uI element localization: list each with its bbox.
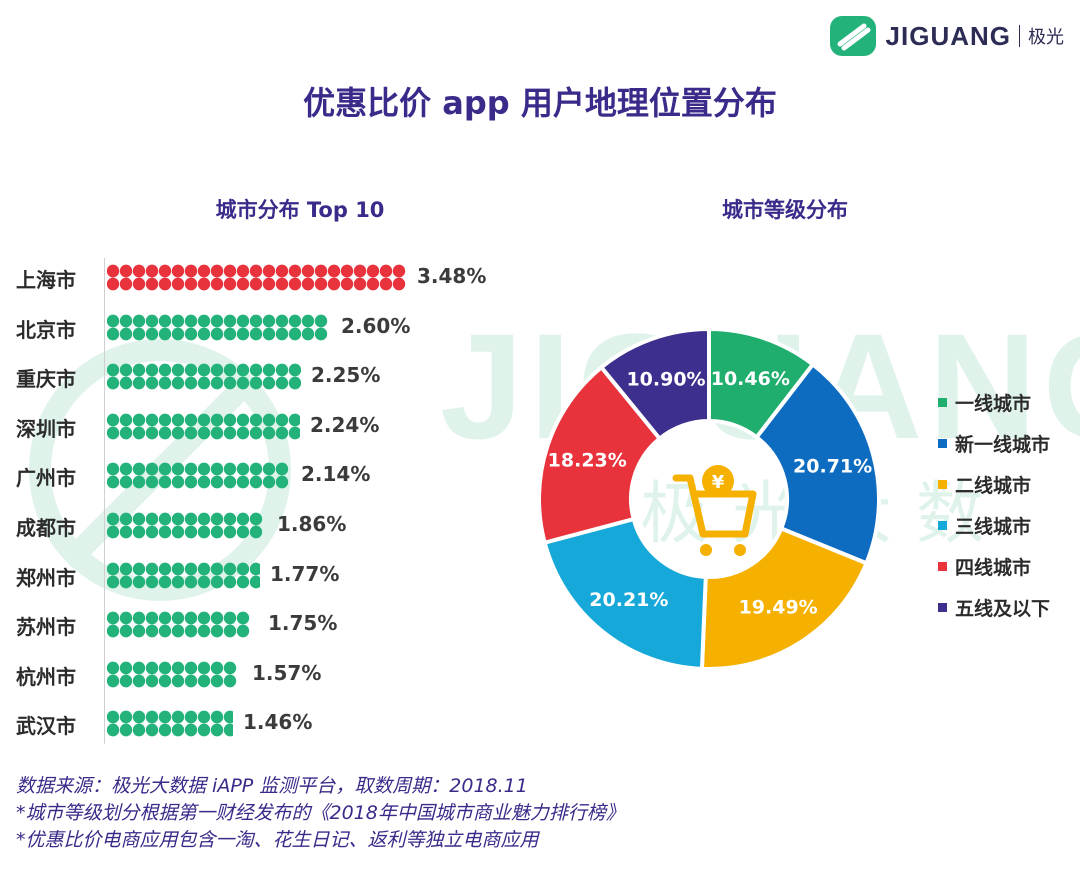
donut-slice: [699, 525, 869, 671]
bar-value-label: 1.86%: [277, 512, 347, 536]
scope-note: *优惠比价电商应用包含一淘、花生日记、返利等独立电商应用: [16, 829, 539, 851]
legend-swatch: [938, 521, 947, 530]
bar: [107, 413, 300, 440]
legend-item: 三线城市: [938, 505, 1050, 546]
donut-slice: [542, 516, 708, 671]
bar: [107, 562, 260, 588]
tier-note: *城市等级划分根据第一财经发布的《2018年中国城市商业魅力排行榜》: [16, 802, 625, 824]
bar-category-label: 北京市: [16, 317, 76, 342]
donut-slice: [537, 364, 663, 546]
bar: [107, 512, 263, 539]
legend-swatch: [938, 562, 947, 571]
footnotes: 数据来源：极光大数据 iAPP 监测平台，取数周期：2018.11 *城市等级划…: [16, 773, 625, 854]
bar-value-label: 2.60%: [341, 313, 411, 338]
bar-category-label: 苏州市: [16, 615, 76, 640]
bar-value-label: 1.75%: [268, 611, 338, 636]
bar-chart-title: 城市分布 Top 10: [215, 198, 385, 222]
jiguang-logo-icon: [829, 16, 876, 56]
donut-slice-label: 10.90%: [626, 368, 705, 390]
donut-slice-label: 20.21%: [589, 589, 668, 611]
legend-label: 四线城市: [955, 557, 1032, 579]
legend-label: 一线城市: [955, 393, 1032, 415]
bar-category-label: 重庆市: [16, 367, 76, 392]
bar-value-label: 2.14%: [301, 462, 371, 487]
donut-slice: [753, 361, 881, 566]
donut-slice-label: 18.23%: [548, 450, 627, 472]
page-title: 优惠比价 app 用户地理位置分布: [303, 84, 777, 122]
source-note: 数据来源：极光大数据 iAPP 监测平台，取数周期：2018.11: [16, 775, 528, 797]
donut-slice-label: 10.46%: [711, 368, 790, 390]
bar-chart-axis: [104, 258, 105, 744]
legend-item: 二线城市: [938, 464, 1050, 505]
bar-value-label: 2.25%: [311, 363, 381, 388]
brand-logo: JIGUANG 极光: [828, 14, 1064, 58]
logo-cn: 极光: [1028, 27, 1064, 48]
donut-slice-label: 20.71%: [793, 456, 872, 478]
legend-item: 五线及以下: [938, 587, 1050, 628]
bar-category-label: 广州市: [16, 466, 76, 491]
legend-swatch: [938, 603, 947, 612]
bar-value-label: 1.57%: [252, 660, 322, 685]
donut-chart-title: 城市等级分布: [722, 198, 848, 222]
legend-swatch: [938, 439, 947, 448]
bar: [107, 264, 406, 291]
legend-swatch: [938, 480, 947, 489]
donut-legend: 一线城市新一线城市二线城市三线城市四线城市五线及以下: [938, 382, 1050, 628]
legend-label: 五线及以下: [955, 598, 1051, 620]
bar: [107, 462, 289, 489]
bar: [107, 363, 301, 390]
bar-value-label: 1.46%: [243, 710, 313, 735]
legend-item: 新一线城市: [938, 423, 1050, 464]
bar-category-label: 杭州市: [16, 664, 76, 689]
donut-slice: [598, 326, 711, 442]
logo-text: JIGUANG: [885, 20, 1011, 51]
legend-swatch: [938, 398, 947, 407]
legend-label: 二线城市: [955, 475, 1032, 497]
bar-category-label: 郑州市: [16, 565, 76, 590]
logo-divider: [1019, 25, 1020, 47]
bar-category-label: 上海市: [16, 268, 76, 292]
bar: [107, 661, 237, 688]
bar-category-label: 成都市: [16, 516, 76, 540]
legend-label: 新一线城市: [955, 434, 1051, 456]
bar: [107, 611, 250, 638]
bar-value-label: 1.77%: [270, 561, 340, 586]
bar: [107, 314, 328, 340]
yuan-symbol: ¥: [712, 472, 725, 493]
bar: [107, 710, 233, 737]
bar-category-label: 武汉市: [16, 714, 76, 739]
legend-label: 三线城市: [955, 516, 1032, 538]
bar-value-label: 3.48%: [417, 264, 487, 288]
bar-category-label: 深圳市: [16, 416, 76, 441]
donut-slice-label: 19.49%: [739, 597, 818, 619]
legend-item: 四线城市: [938, 546, 1050, 587]
legend-item: 一线城市: [938, 382, 1050, 423]
shopping-cart-yuan-icon: ¥: [672, 465, 757, 556]
bar-value-label: 2.24%: [310, 412, 380, 437]
